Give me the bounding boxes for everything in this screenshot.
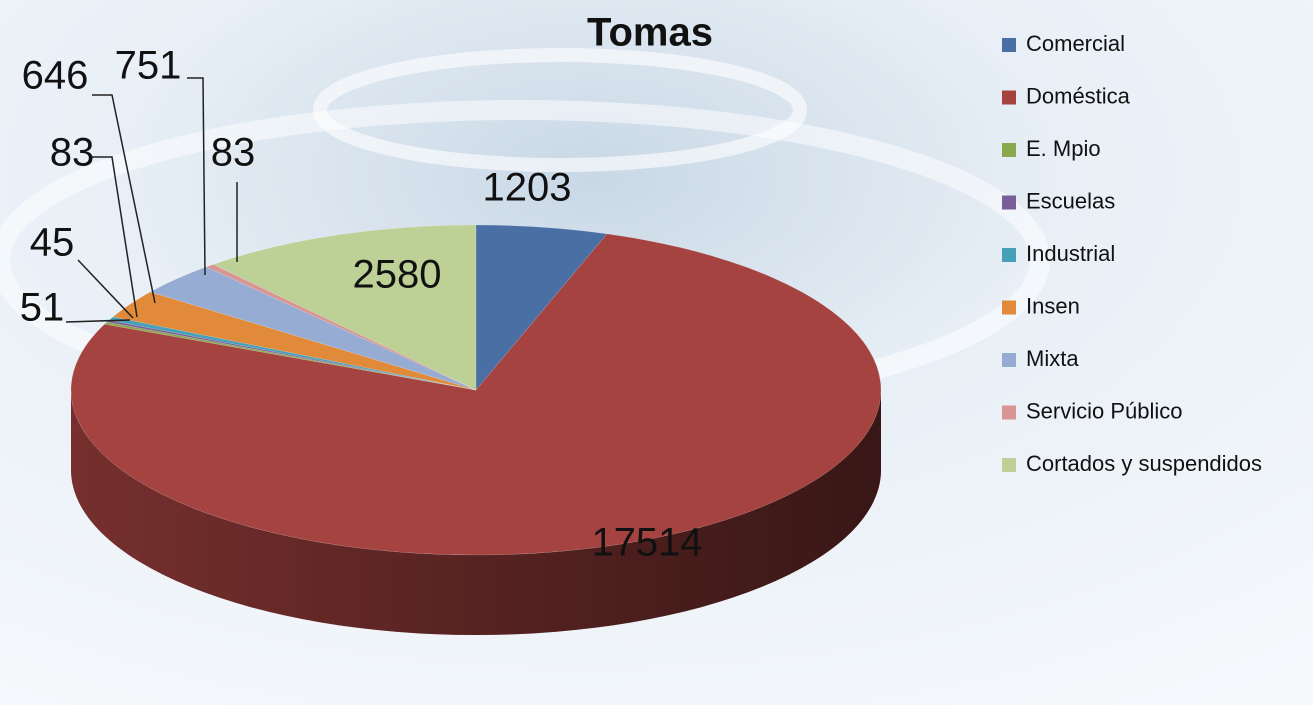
legend-label: Mixta: [1026, 346, 1079, 371]
leader-line: [92, 94, 156, 304]
leader-line: [187, 77, 206, 276]
data-label: 51: [20, 286, 65, 330]
pie-slice: [70, 233, 882, 556]
legend-label: Cortados y suspendidos: [1026, 451, 1262, 476]
pie-slice: [475, 224, 608, 391]
water-ripple: [313, 48, 807, 172]
legend-label: Comercial: [1026, 31, 1125, 56]
data-label: 83: [211, 131, 256, 175]
legend-label: Doméstica: [1026, 83, 1131, 108]
legend-swatch: [1002, 143, 1016, 157]
data-label: 1203: [483, 166, 572, 210]
pie-slice: [212, 224, 477, 391]
legend-label: Insen: [1026, 293, 1080, 318]
legend-label: Servicio Público: [1026, 398, 1183, 423]
leader-line: [65, 319, 131, 323]
legend-swatch: [1002, 90, 1016, 105]
data-label: 83: [50, 131, 95, 175]
side-shading: [71, 390, 881, 635]
leader-line: [77, 259, 134, 319]
leader-line: [92, 156, 138, 318]
data-label: 646: [22, 54, 89, 98]
legend-swatch: [1002, 353, 1016, 367]
data-label: 45: [30, 221, 75, 265]
legend-swatch: [1002, 38, 1016, 52]
legend-label: Escuelas: [1026, 188, 1115, 213]
legend-swatch: [1002, 405, 1016, 420]
legend-label: Industrial: [1026, 241, 1115, 266]
data-label: 2580: [353, 253, 442, 297]
legend-swatch: [1002, 195, 1016, 210]
data-label: 751: [115, 44, 182, 88]
pie-slice: [149, 266, 477, 391]
chart-title: Tomas: [587, 11, 713, 55]
pie-slice: [205, 264, 477, 391]
legend-swatch: [1002, 300, 1016, 315]
data-label: 17514: [591, 521, 702, 565]
pie-slice: [104, 321, 477, 391]
legend-label: E. Mpio: [1026, 136, 1101, 161]
legend-swatch: [1002, 248, 1016, 262]
pie-slice: [112, 291, 477, 391]
legend-swatch: [1002, 458, 1016, 472]
